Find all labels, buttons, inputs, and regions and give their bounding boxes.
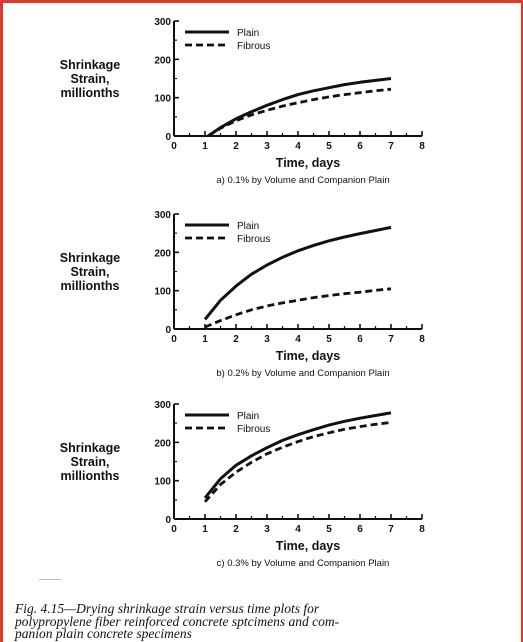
x-tick-label: 5	[326, 141, 332, 152]
legend-label: Plain	[237, 221, 259, 232]
x-tick-label: 2	[233, 141, 239, 152]
y-axis-label-line: millionths	[60, 279, 119, 293]
x-tick-label: 8	[419, 524, 425, 535]
legend-label: Fibrous	[237, 424, 270, 435]
chart-panel-2: 0 1 2 3 4 5 6 7 8 0 100 200 300 ShrinkageStrain,milli…	[60, 210, 425, 379]
legend-label: Fibrous	[237, 234, 270, 245]
chart-subtitle: a) 0.1% by Volume and Companion Plain	[216, 175, 389, 186]
caption-line: polypropylene fiber reinforced concrete …	[15, 613, 340, 629]
y-axis-label-line: Strain,	[71, 72, 110, 86]
y-axis-label-line: millionths	[60, 469, 119, 483]
y-axis-label-line: Shrinkage	[60, 58, 120, 72]
x-tick-label: 5	[326, 524, 332, 535]
y-tick-label: 200	[154, 55, 171, 66]
x-axis-label: Time, days	[276, 156, 340, 170]
charts-canvas: 0 1 2 3 4 5 6 7 80100200300ShrinkageStrain,milli…	[60, 17, 425, 569]
x-tick-label: 1	[202, 524, 208, 535]
y-axis-label-line: Shrinkage	[60, 441, 120, 455]
x-tick-label: 2	[233, 334, 239, 345]
legend-label: Plain	[237, 28, 259, 39]
series-line-plain	[203, 225, 392, 321]
x-tick-label: 3	[264, 524, 270, 535]
x-tick-label: 4	[295, 334, 301, 345]
x-tick-label: 7	[388, 141, 394, 152]
x-tick-label: 7	[388, 334, 394, 345]
x-tick-label: 3	[264, 334, 270, 345]
series-line-plain	[203, 411, 392, 499]
series-line-plain	[207, 77, 392, 138]
x-tick-label: 8	[419, 141, 425, 152]
x-tick-label: 0	[171, 334, 177, 345]
chart-subtitle: c) 0.3% by Volume and Companion Plain	[217, 558, 390, 569]
x-tick-label: 6	[357, 334, 363, 345]
x-tick-label: 1	[202, 141, 208, 152]
series-line-fibrous	[203, 421, 392, 503]
chart-subtitle: b) 0.2% by Volume and Companion Plain	[216, 368, 389, 379]
y-axis-label-line: millionths	[60, 86, 119, 100]
chart-panel-1: 0 1 2 3 4 5 6 7 8 0 100 200 300 ShrinkageStrain,milli…	[60, 17, 425, 186]
x-axis-label: Time, days	[276, 539, 340, 553]
x-tick-label: 8	[419, 334, 425, 345]
x-tick-label: 6	[357, 141, 363, 152]
y-tick-label: 100	[154, 477, 171, 488]
y-tick-label: 300	[154, 17, 171, 28]
y-axis-label-line: Strain,	[71, 265, 110, 279]
x-tick-label: 5	[326, 334, 332, 345]
y-tick-label: 300	[154, 210, 171, 221]
x-tick-label: 1	[202, 334, 208, 345]
y-tick-label: 300	[154, 400, 171, 411]
x-tick-label: 0	[171, 141, 177, 152]
y-tick-label: 0	[165, 515, 171, 526]
legend-label: Fibrous	[237, 41, 270, 52]
x-axis-label: Time, days	[276, 349, 340, 363]
x-tick-label: 4	[295, 141, 301, 152]
series-line-fibrous	[207, 87, 392, 138]
x-tick-label: 3	[264, 141, 270, 152]
x-tick-label: 7	[388, 524, 394, 535]
x-tick-label: 4	[295, 524, 301, 535]
series-line-fibrous	[204, 287, 392, 329]
y-tick-label: 200	[154, 248, 171, 259]
y-tick-label: 100	[154, 287, 171, 298]
y-axis-label-line: Shrinkage	[60, 251, 120, 265]
scan-mark	[39, 579, 61, 580]
legend-label: Plain	[237, 411, 259, 422]
y-axis-label-line: Strain,	[71, 455, 110, 469]
chart-panel-3: 0 1 2 3 4 5 6 7 8 0 100 200 300 ShrinkageStrain,milli…	[60, 400, 425, 569]
x-tick-label: 6	[357, 524, 363, 535]
y-tick-label: 100	[154, 94, 171, 105]
x-tick-label: 0	[171, 524, 177, 535]
figure-caption: Fig. 4.15—Drying shrinkage strain versus…	[15, 601, 520, 641]
y-tick-label: 200	[154, 438, 171, 449]
caption-line: Fig. 4.15—Drying shrinkage strain versus…	[15, 601, 320, 616]
y-tick-label: 0	[165, 132, 171, 143]
y-tick-label: 0	[165, 325, 171, 336]
x-tick-label: 2	[233, 524, 239, 535]
caption-line: panion plain concrete specimens	[15, 626, 192, 641]
